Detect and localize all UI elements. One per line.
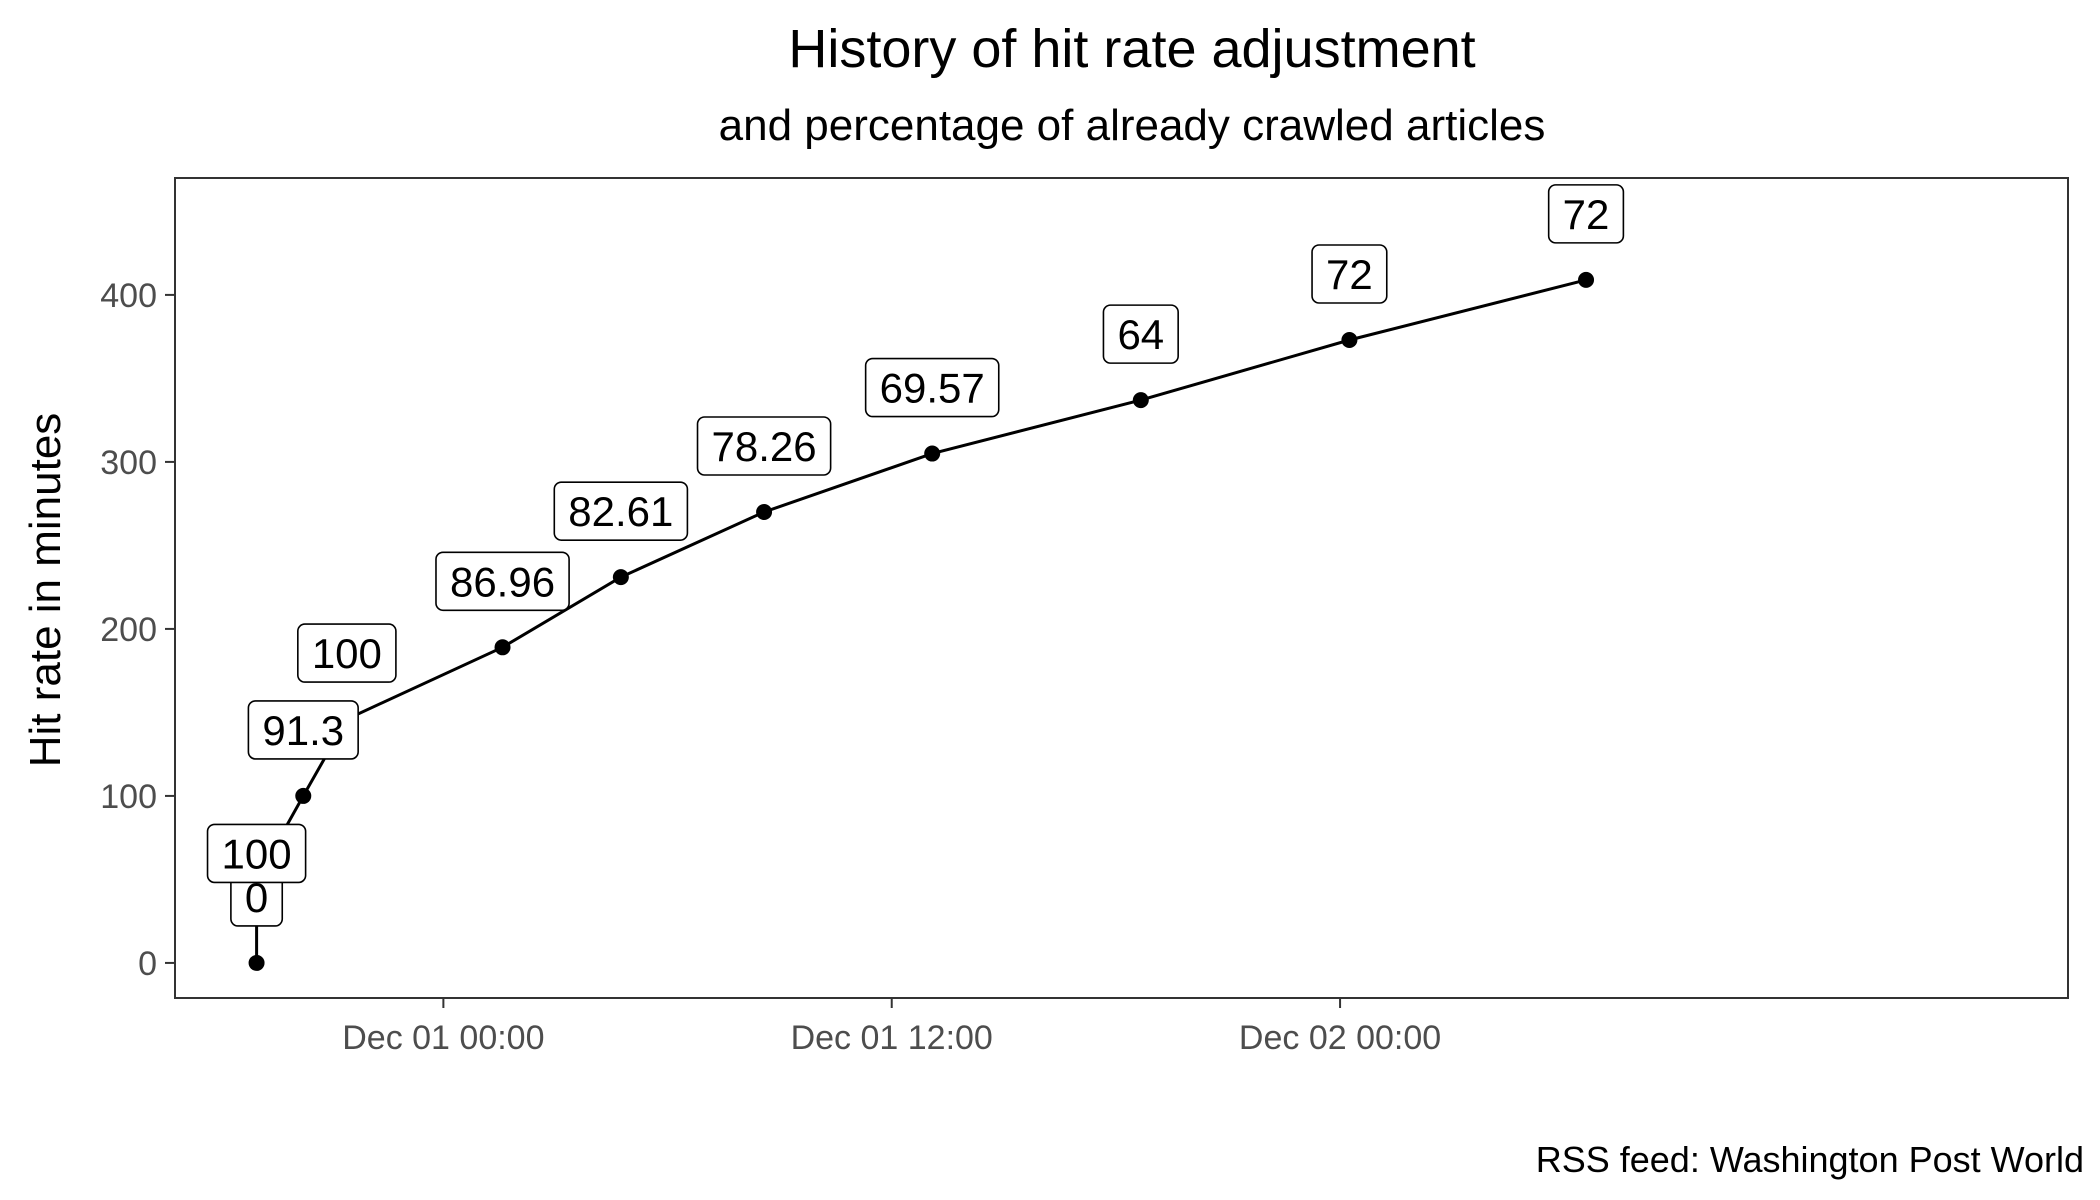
plot-panel-border (174, 177, 2069, 999)
data-label-box (247, 700, 359, 760)
data-point (295, 787, 312, 804)
data-label-box (696, 416, 832, 476)
data-label-box (297, 623, 397, 683)
data-point (924, 445, 941, 462)
data-label: 72 (1563, 191, 1610, 238)
data-label: 82.61 (568, 488, 673, 535)
data-label: 78.26 (712, 423, 817, 470)
data-label-box (1547, 184, 1625, 244)
data-label-box (435, 551, 570, 612)
x-tick-label: Dec 01 12:00 (791, 1019, 993, 1057)
data-point (756, 504, 773, 521)
data-label-box (1311, 244, 1388, 304)
data-label-box (553, 481, 689, 541)
data-label-box (1102, 304, 1179, 364)
chart-subtitle: and percentage of already crawled articl… (719, 101, 1546, 150)
data-label: 91.3 (262, 707, 344, 754)
data-label: 100 (312, 630, 382, 677)
data-label: 86.96 (450, 558, 555, 605)
data-label: 64 (1117, 311, 1164, 358)
data-point (1132, 392, 1149, 409)
y-axis-label: Hit rate in minutes (21, 413, 70, 768)
x-tick-label: Dec 02 00:00 (1239, 1019, 1441, 1057)
data-label-box (864, 357, 1000, 418)
data-point (1578, 271, 1595, 288)
x-axis: Dec 01 00:00 Dec 01 12:00 Dec 02 00:00 (342, 998, 1441, 1057)
x-tick-label: Dec 01 00:00 (342, 1019, 544, 1057)
data-point (494, 639, 511, 656)
data-point (612, 569, 629, 586)
data-label: 69.57 (880, 365, 985, 412)
y-tick-label: 400 (100, 277, 157, 315)
y-tick-label: 300 (100, 444, 157, 482)
y-tick-label: 200 (100, 611, 157, 649)
data-point (1341, 331, 1358, 348)
data-label: 0 (245, 874, 268, 921)
y-tick-label: 0 (138, 945, 157, 983)
data-label-box (206, 823, 307, 884)
y-axis: 0 100 200 300 400 (100, 277, 175, 983)
data-label: 100 (222, 830, 292, 877)
y-tick-label: 100 (100, 778, 157, 816)
data-label: 72 (1326, 251, 1373, 298)
data-point (248, 954, 265, 971)
chart-caption: RSS feed: Washington Post World (1536, 1139, 2084, 1180)
chart-title: History of hit rate adjustment (788, 19, 1475, 79)
